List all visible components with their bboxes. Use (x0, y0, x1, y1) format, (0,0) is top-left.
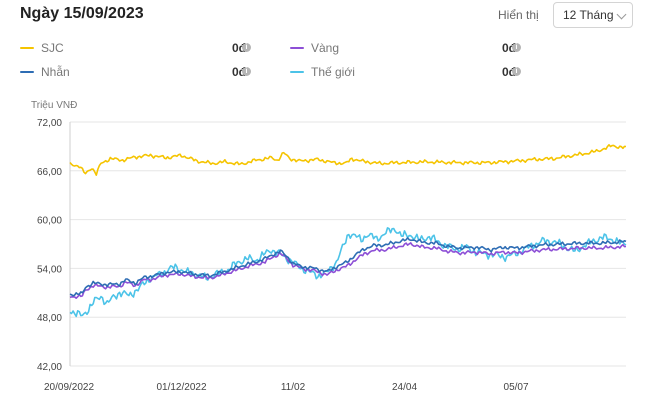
series-line-v-ng (69, 242, 627, 299)
y-tick-label: 72,00 (37, 118, 62, 129)
series-line-sjc (69, 144, 627, 176)
legend-swatch (290, 71, 304, 73)
info-icon[interactable]: i (242, 67, 251, 76)
legend-swatch (20, 47, 34, 49)
y-tick-label: 48,00 (37, 313, 62, 324)
chart-header: Ngày 15/09/2023 Hiển thị 12 Tháng (0, 0, 660, 32)
x-tick-label: 20/09/2022 (44, 382, 94, 393)
y-axis-label: Triệu VNĐ (31, 100, 77, 111)
info-icon[interactable]: i (512, 67, 521, 76)
x-axis-ticks: 20/09/2022 01/12/2022 11/02 24/04 05/07 (44, 382, 529, 393)
y-tick-label: 60,00 (37, 216, 62, 227)
x-tick-label: 01/12/2022 (156, 382, 206, 393)
legend-item-nhan[interactable]: Nhẫn 0đ i (20, 64, 255, 80)
series-line-nh-n (69, 237, 627, 297)
grid-lines (69, 121, 626, 367)
legend-label: SJC (41, 41, 64, 55)
info-icon[interactable]: i (512, 43, 521, 52)
x-tick-label: 24/04 (392, 382, 417, 393)
range-select-value: 12 Tháng (563, 8, 614, 22)
x-tick-label: 11/02 (281, 382, 306, 393)
info-icon[interactable]: i (242, 43, 251, 52)
legend-label: Thế giới (311, 65, 355, 79)
legend-swatch (290, 47, 304, 49)
series-lines (69, 144, 627, 318)
y-tick-label: 42,00 (37, 362, 62, 373)
page-title: Ngày 15/09/2023 (20, 5, 144, 22)
legend-item-the-gioi[interactable]: Thế giới 0đ i (290, 64, 525, 80)
y-tick-label: 66,00 (37, 167, 62, 178)
legend-swatch (20, 71, 34, 73)
range-label: Hiển thị (498, 8, 539, 22)
legend-label: Nhẫn (41, 65, 70, 79)
legend-label: Vàng (311, 41, 340, 55)
legend-item-vang[interactable]: Vàng 0đ i (290, 40, 525, 56)
y-axis-ticks: 72,00 66,00 60,00 54,00 48,00 42,00 (37, 118, 62, 373)
series-line-th-gi-i (69, 227, 627, 318)
range-select[interactable]: 12 Tháng (553, 2, 633, 28)
legend-item-sjc[interactable]: SJC 0đ i (20, 40, 255, 56)
x-tick-label: 05/07 (504, 382, 529, 393)
y-tick-label: 54,00 (37, 264, 62, 275)
